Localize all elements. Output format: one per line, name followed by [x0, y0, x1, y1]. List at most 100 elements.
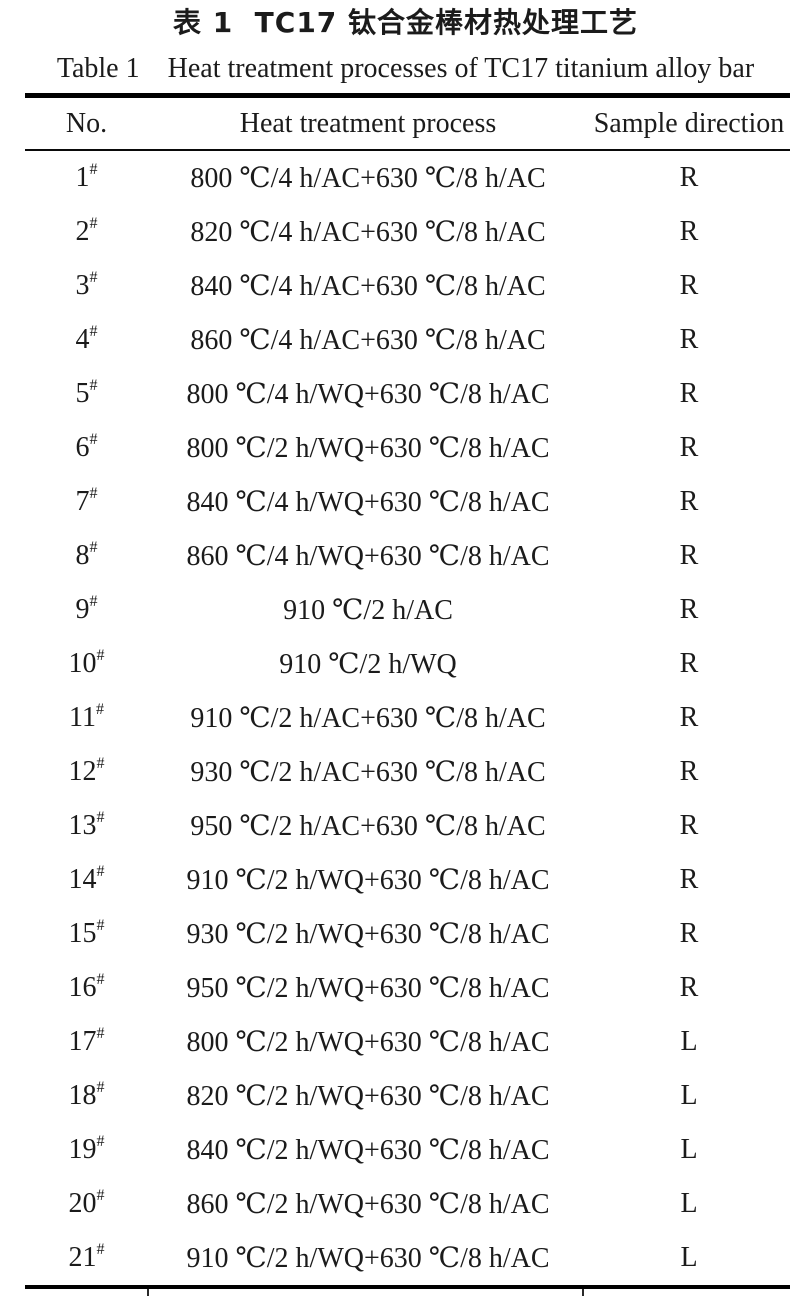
heat-treatment-table: No. Heat treatment process Sample direct… — [25, 93, 790, 1289]
hash-superscript: # — [96, 863, 105, 880]
direction-cell: R — [679, 972, 699, 1003]
direction-cell: R — [679, 324, 699, 355]
process-cell: 860 ℃/2 h/WQ+630 ℃/8 h/AC — [186, 1189, 550, 1220]
document-page: 表 1 TC17 钛合金棒材热处理工艺 Table 1 Heat treatme… — [0, 5, 811, 1299]
scan-column-tick — [147, 1289, 149, 1296]
table-row: 6# 800 ℃/2 h/WQ+630 ℃/8 h/AC R — [25, 421, 790, 475]
table-row: 21# 910 ℃/2 h/WQ+630 ℃/8 h/AC L — [25, 1231, 790, 1287]
process-cell: 930 ℃/2 h/AC+630 ℃/8 h/AC — [190, 757, 546, 788]
table-row: 18# 820 ℃/2 h/WQ+630 ℃/8 h/AC L — [25, 1069, 790, 1123]
direction-cell: L — [680, 1242, 698, 1273]
row-number-cell: 5# — [75, 377, 98, 410]
hash-superscript: # — [89, 485, 98, 502]
table-row: 10# 910 ℃/2 h/WQ R — [25, 637, 790, 691]
table-title-english: Table 1 Heat treatment processes of TC17… — [56, 53, 755, 84]
direction-cell: R — [679, 162, 699, 193]
process-cell: 840 ℃/4 h/WQ+630 ℃/8 h/AC — [186, 487, 550, 518]
process-cell: 910 ℃/2 h/WQ — [279, 649, 457, 680]
process-cell: 860 ℃/4 h/AC+630 ℃/8 h/AC — [190, 325, 546, 356]
table-row: 3# 840 ℃/4 h/AC+630 ℃/8 h/AC R — [25, 259, 790, 313]
row-number-cell: 10# — [68, 647, 105, 680]
hash-superscript: # — [89, 161, 98, 178]
process-cell: 800 ℃/2 h/WQ+630 ℃/8 h/AC — [186, 1027, 550, 1058]
row-number-cell: 15# — [68, 917, 105, 950]
row-number-cell: 13# — [68, 809, 105, 842]
hash-superscript: # — [96, 809, 105, 826]
table-row: 13# 950 ℃/2 h/AC+630 ℃/8 h/AC R — [25, 799, 790, 853]
column-header-direction: Sample direction — [588, 95, 790, 151]
hash-superscript: # — [89, 323, 98, 340]
hash-superscript: # — [89, 593, 98, 610]
process-cell: 800 ℃/4 h/AC+630 ℃/8 h/AC — [190, 163, 546, 194]
hash-superscript: # — [96, 917, 105, 934]
table-row: 2# 820 ℃/4 h/AC+630 ℃/8 h/AC R — [25, 205, 790, 259]
hash-superscript: # — [96, 647, 105, 664]
process-cell: 840 ℃/2 h/WQ+630 ℃/8 h/AC — [186, 1135, 550, 1166]
table-row: 4# 860 ℃/4 h/AC+630 ℃/8 h/AC R — [25, 313, 790, 367]
process-cell: 860 ℃/4 h/WQ+630 ℃/8 h/AC — [186, 541, 550, 572]
row-number-cell: 16# — [68, 971, 105, 1004]
table-row: 9# 910 ℃/2 h/AC R — [25, 583, 790, 637]
column-header-no: No. — [25, 95, 148, 151]
row-number-cell: 1# — [75, 161, 98, 194]
row-number-cell: 18# — [68, 1079, 105, 1112]
row-number-cell: 12# — [68, 755, 105, 788]
hash-superscript: # — [89, 539, 98, 556]
row-number-cell: 17# — [68, 1025, 105, 1058]
table-row: 19# 840 ℃/2 h/WQ+630 ℃/8 h/AC L — [25, 1123, 790, 1177]
direction-cell: R — [679, 864, 699, 895]
direction-cell: R — [679, 648, 699, 679]
direction-cell: R — [679, 756, 699, 787]
row-number-cell: 6# — [75, 431, 98, 464]
header-row: No. Heat treatment process Sample direct… — [25, 95, 790, 151]
direction-cell: R — [679, 216, 699, 247]
direction-cell: R — [679, 486, 699, 517]
hash-superscript: # — [96, 971, 105, 988]
row-number-cell: 21# — [68, 1241, 105, 1274]
row-number-cell: 14# — [68, 863, 105, 896]
process-cell: 910 ℃/2 h/AC — [283, 595, 453, 626]
process-cell: 950 ℃/2 h/WQ+630 ℃/8 h/AC — [186, 973, 550, 1004]
process-cell: 930 ℃/2 h/WQ+630 ℃/8 h/AC — [186, 919, 550, 950]
row-number-cell: 19# — [68, 1133, 105, 1166]
hash-superscript: # — [89, 269, 98, 286]
hash-superscript: # — [96, 755, 105, 772]
row-number-cell: 4# — [75, 323, 98, 356]
hash-superscript: # — [95, 701, 104, 718]
table-row: 20# 860 ℃/2 h/WQ+630 ℃/8 h/AC L — [25, 1177, 790, 1231]
process-cell: 840 ℃/4 h/AC+630 ℃/8 h/AC — [190, 271, 546, 302]
direction-cell: R — [679, 594, 699, 625]
hash-superscript: # — [89, 431, 98, 448]
column-header-process: Heat treatment process — [148, 95, 588, 151]
process-cell: 820 ℃/4 h/AC+630 ℃/8 h/AC — [190, 217, 546, 248]
direction-cell: R — [679, 918, 699, 949]
hash-superscript: # — [89, 215, 98, 232]
table-row: 14# 910 ℃/2 h/WQ+630 ℃/8 h/AC R — [25, 853, 790, 907]
direction-cell: R — [679, 432, 699, 463]
direction-cell: L — [680, 1080, 698, 1111]
process-cell: 800 ℃/4 h/WQ+630 ℃/8 h/AC — [186, 379, 550, 410]
row-number-cell: 20# — [68, 1187, 105, 1220]
hash-superscript: # — [96, 1079, 105, 1096]
scan-column-tick — [582, 1289, 584, 1296]
direction-cell: R — [679, 540, 699, 571]
process-cell: 800 ℃/2 h/WQ+630 ℃/8 h/AC — [186, 433, 550, 464]
row-number-cell: 8# — [75, 539, 98, 572]
process-cell: 910 ℃/2 h/AC+630 ℃/8 h/AC — [190, 703, 546, 734]
process-cell: 820 ℃/2 h/WQ+630 ℃/8 h/AC — [186, 1081, 550, 1112]
table-row: 15# 930 ℃/2 h/WQ+630 ℃/8 h/AC R — [25, 907, 790, 961]
table-row: 17# 800 ℃/2 h/WQ+630 ℃/8 h/AC L — [25, 1015, 790, 1069]
row-number-cell: 9# — [75, 593, 98, 626]
process-cell: 950 ℃/2 h/AC+630 ℃/8 h/AC — [190, 811, 546, 842]
table-row: 11# 910 ℃/2 h/AC+630 ℃/8 h/AC R — [25, 691, 790, 745]
process-cell: 910 ℃/2 h/WQ+630 ℃/8 h/AC — [186, 1243, 550, 1274]
row-number-cell: 2# — [75, 215, 98, 248]
direction-cell: R — [679, 810, 699, 841]
table-row: 5# 800 ℃/4 h/WQ+630 ℃/8 h/AC R — [25, 367, 790, 421]
hash-superscript: # — [96, 1133, 105, 1150]
row-number-cell: 11# — [69, 701, 104, 734]
table-row: 16# 950 ℃/2 h/WQ+630 ℃/8 h/AC R — [25, 961, 790, 1015]
row-number-cell: 7# — [75, 485, 98, 518]
direction-cell: L — [680, 1188, 698, 1219]
table-title-chinese: 表 1 TC17 钛合金棒材热处理工艺 — [172, 6, 639, 39]
